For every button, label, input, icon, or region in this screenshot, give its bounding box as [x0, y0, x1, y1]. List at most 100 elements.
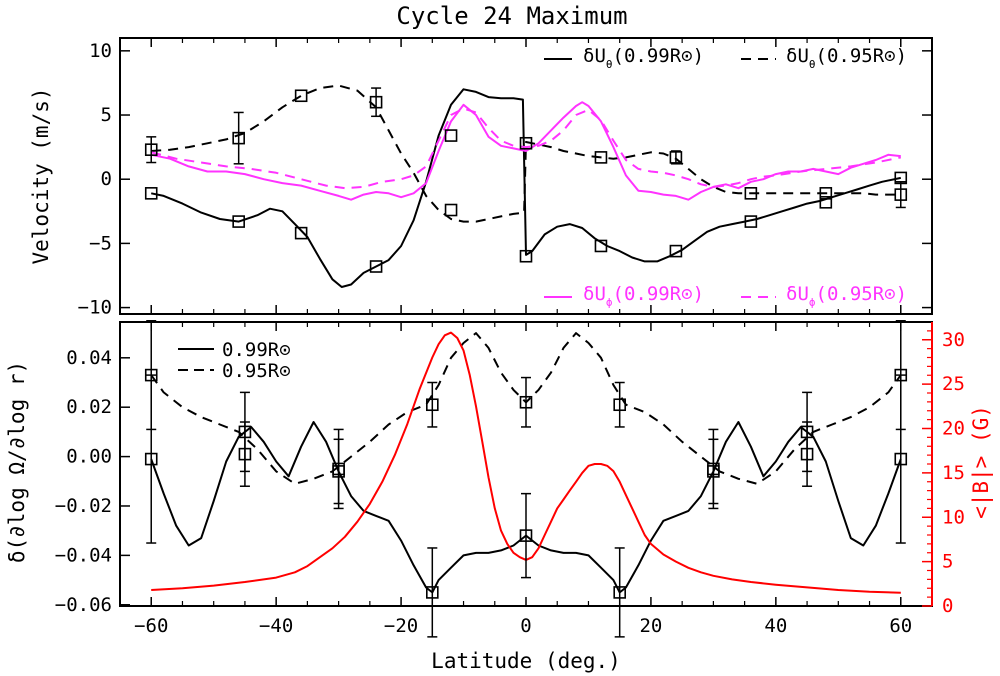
- square-marker: [894, 452, 908, 466]
- square-marker: [369, 260, 383, 273]
- data-marker: [444, 203, 458, 217]
- y2-tick-label: 5: [942, 551, 953, 573]
- data-marker: [426, 547, 439, 638]
- square-marker: [669, 244, 683, 258]
- legend-label-099: 0.99R⊙: [222, 339, 291, 361]
- square-marker: [144, 143, 158, 156]
- data-marker: [369, 87, 383, 118]
- bottom-legend: 0.99R⊙ 0.95R⊙: [178, 339, 291, 382]
- square-marker: [819, 196, 833, 209]
- square-marker: [613, 398, 626, 412]
- square-marker: [594, 239, 608, 253]
- square-marker: [594, 151, 608, 164]
- square-marker: [707, 465, 720, 478]
- x-tick-label: −20: [384, 615, 418, 637]
- legend-label-theta-099: δUθ(0.99R⊙): [583, 45, 704, 71]
- y-tick-label: 5: [101, 104, 112, 126]
- square-marker: [669, 151, 683, 164]
- y-tick-label: 10: [89, 40, 112, 62]
- square-marker: [744, 187, 758, 200]
- data-marker: [744, 187, 758, 200]
- top-y-axis-label: Velocity (m/s): [29, 87, 53, 264]
- data-marker: [519, 376, 533, 428]
- top-ticks: −10 −5 0 5 10: [78, 38, 932, 319]
- data-marker: [669, 244, 683, 258]
- x-axis-label: Latitude (deg.): [431, 649, 621, 673]
- data-marker: [519, 492, 533, 579]
- square-marker: [426, 586, 439, 599]
- series-dU-phi-095: [150, 107, 901, 190]
- data-marker: [819, 187, 833, 200]
- data-marker: [444, 129, 458, 142]
- top-legend-phi: δUϕ(0.99R⊙) δUϕ(0.95R⊙): [544, 283, 907, 309]
- square-marker: [144, 187, 158, 200]
- square-marker: [294, 226, 308, 240]
- y-tick-label: −0.06: [55, 594, 112, 616]
- data-marker: [894, 374, 908, 544]
- x-tick-label: 20: [639, 615, 662, 637]
- data-marker: [744, 215, 758, 228]
- top-curves: [150, 84, 902, 288]
- bottom-markers: [144, 320, 908, 638]
- data-marker: [594, 239, 608, 253]
- square-marker: [613, 586, 626, 599]
- series-dU-phi-099: [150, 101, 901, 201]
- x-tick-label: 40: [764, 615, 787, 637]
- data-marker: [800, 421, 814, 487]
- data-marker: [294, 226, 308, 240]
- x-tick-label: 60: [889, 615, 912, 637]
- square-marker: [744, 215, 758, 228]
- y-tick-label: −0.04: [55, 544, 112, 566]
- y-tick-label: 0: [101, 168, 112, 190]
- bottom-ticks: −60 −40 −20 0 20 40 60 −0.06 −0.04 −0.02 0.00 0.02 0…: [55, 322, 965, 637]
- square-marker: [519, 136, 533, 150]
- data-marker: [144, 187, 158, 200]
- data-marker: [232, 215, 245, 228]
- square-marker: [369, 95, 383, 109]
- data-marker: [238, 421, 252, 487]
- data-marker: [232, 111, 245, 165]
- y-tick-label: −5: [89, 232, 112, 254]
- square-marker: [332, 465, 345, 478]
- x-tick-label: −60: [134, 615, 168, 637]
- data-marker: [669, 150, 683, 165]
- y-tick-label: 0.02: [66, 396, 112, 418]
- data-marker: [294, 89, 308, 103]
- data-marker: [613, 381, 626, 428]
- x-tick-label: 0: [520, 615, 531, 637]
- legend-label-phi-099: δUϕ(0.99R⊙): [583, 283, 704, 309]
- y2-tick-label: 10: [942, 506, 965, 528]
- data-marker: [613, 547, 626, 638]
- top-legend-theta: δUθ(0.99R⊙) δUθ(0.95R⊙): [544, 45, 907, 71]
- top-markers: [144, 87, 908, 273]
- legend-label-theta-095: δUθ(0.95R⊙): [786, 45, 907, 71]
- y2-tick-label: 20: [942, 418, 965, 440]
- square-marker: [444, 129, 458, 142]
- bottom-panel: −60 −40 −20 0 20 40 60 −0.06 −0.04 −0.02 0.00 0.02 0…: [5, 320, 994, 638]
- chart-title: Cycle 24 Maximum: [396, 2, 627, 30]
- legend-label-095: 0.95R⊙: [222, 360, 291, 382]
- data-marker: [332, 438, 345, 505]
- square-marker: [819, 187, 833, 200]
- square-marker: [444, 203, 458, 217]
- data-marker: [819, 196, 833, 209]
- square-marker: [144, 452, 158, 466]
- square-marker: [800, 447, 814, 461]
- data-marker: [519, 249, 533, 263]
- square-marker: [294, 89, 308, 103]
- data-marker: [707, 438, 720, 505]
- right-y-axis-label: <|B|> (G): [969, 405, 994, 519]
- series-mean-abs-B: [151, 331, 901, 594]
- data-marker: [144, 136, 158, 164]
- data-marker: [144, 374, 158, 544]
- y2-tick-label: 25: [942, 373, 965, 395]
- square-marker: [519, 395, 533, 409]
- y-tick-label: 0.04: [66, 347, 112, 369]
- y2-tick-label: 15: [942, 462, 965, 484]
- data-marker: [369, 260, 383, 273]
- legend-label-phi-095: δUϕ(0.95R⊙): [786, 283, 907, 309]
- square-marker: [519, 249, 533, 263]
- bottom-y-axis-label: δ(∂log Ω/∂log r): [5, 361, 29, 563]
- square-marker: [894, 188, 908, 201]
